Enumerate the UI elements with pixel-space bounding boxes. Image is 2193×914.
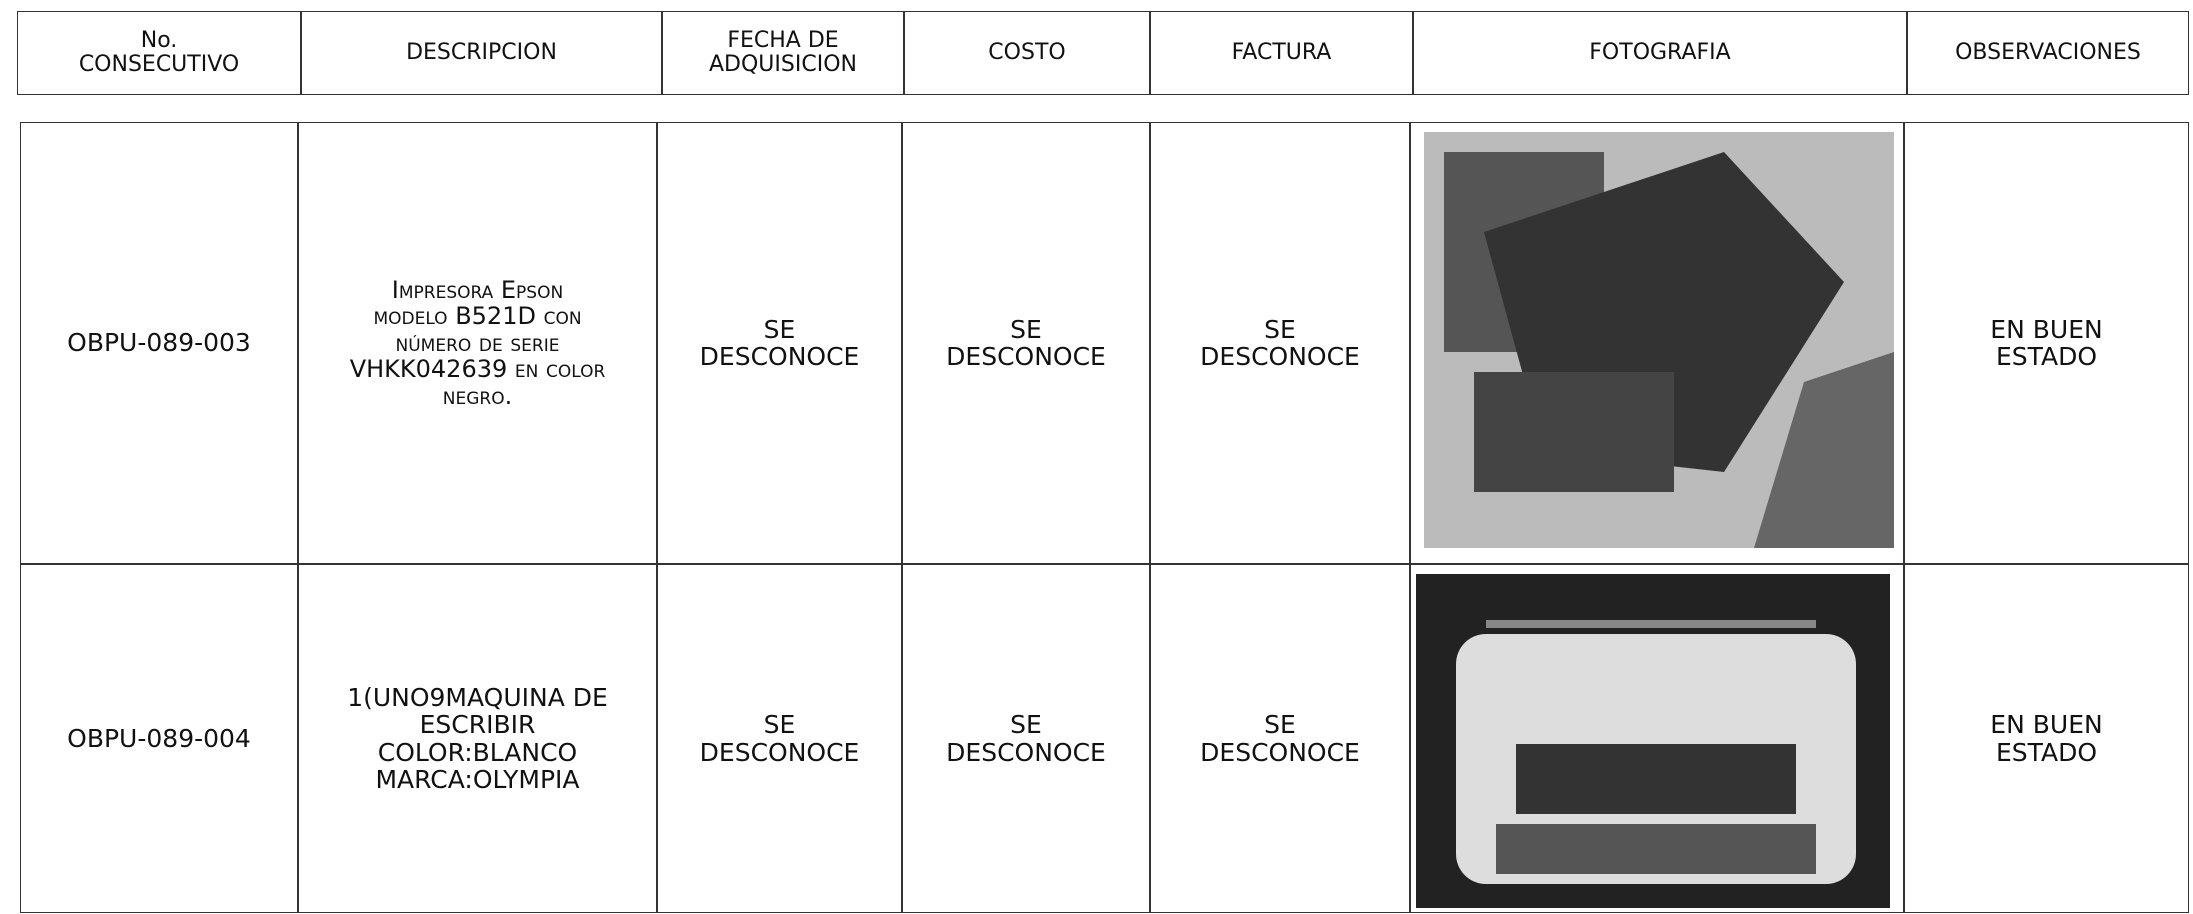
table-cell: EN BUEN ESTADO (1904, 122, 2189, 564)
table-cell: 1(UNO9MAQUINA DE ESCRIBIR COLOR:BLANCO M… (298, 564, 657, 913)
table-cell: SE DESCONOCE (902, 564, 1150, 913)
header-cell: COSTO (904, 11, 1150, 95)
table-cell: SE DESCONOCE (657, 122, 902, 564)
header-cell: OBSERVACIONES (1907, 11, 2189, 95)
header-cell: No. CONSECUTIVO (17, 11, 301, 95)
table-cell: EN BUEN ESTADO (1904, 564, 2189, 913)
table-cell: SE DESCONOCE (1150, 122, 1410, 564)
header-cell: FOTOGRAFIA (1413, 11, 1907, 95)
table-cell: OBPU-089-004 (20, 564, 298, 913)
table-cell: SE DESCONOCE (1150, 564, 1410, 913)
header-cell: FACTURA (1150, 11, 1413, 95)
photo-cell (1410, 122, 1904, 564)
photo-printer (1424, 132, 1894, 548)
table-cell: OBPU-089-003 (20, 122, 298, 564)
header-cell: FECHA DE ADQUISICION (662, 11, 904, 95)
photo-cell (1410, 564, 1904, 913)
table-cell: Impresora Epson modelo B521D con número … (298, 122, 657, 564)
table-cell: SE DESCONOCE (657, 564, 902, 913)
header-cell: DESCRIPCION (301, 11, 662, 95)
photo-typewriter (1416, 574, 1890, 908)
table-cell: SE DESCONOCE (902, 122, 1150, 564)
